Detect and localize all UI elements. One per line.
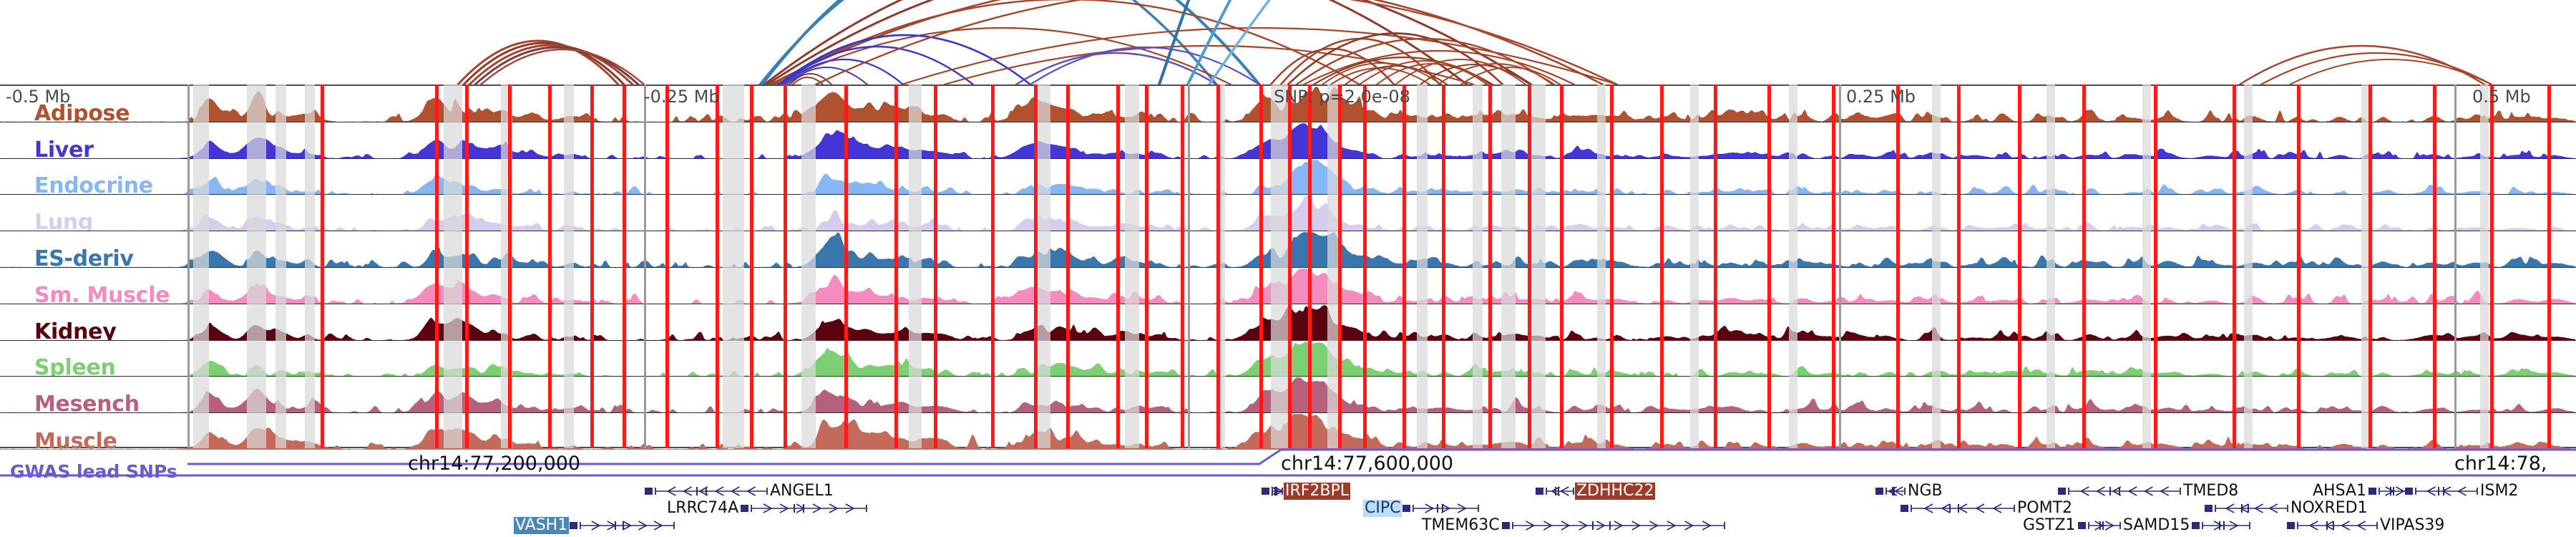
gene-model-ism2[interactable]: ISM2 — [2404, 483, 2519, 500]
gene-label: TMED8 — [2183, 482, 2239, 500]
genomic-coordinate-label: chr14:77,600,000 — [1281, 453, 1454, 475]
gwas-connector-line — [0, 448, 2576, 477]
axis-tick-label: 0.5 Mb — [2472, 87, 2531, 107]
track-signal-curve — [0, 413, 2576, 450]
signal-track-stack: Adipose Liver Endocrine Lung ES-deriv Sm. Mus… — [0, 84, 2576, 450]
track-signal-curve — [0, 195, 2576, 231]
track-label-es-deriv: ES-deriv — [34, 246, 134, 268]
signal-track-endocrine: Endocrine — [0, 159, 2576, 195]
gene-label: SAMD15 — [2123, 516, 2190, 534]
gene-model-lrrc74a[interactable]: LRRC74A — [665, 500, 868, 517]
track-label-spleen: Spleen — [34, 355, 116, 377]
axis-tick-label: 0.25 Mb — [1846, 87, 1916, 107]
track-label-adipose: Adipose — [34, 100, 130, 122]
gene-model-pomt2[interactable]: POMT2 — [1900, 500, 2074, 517]
track-label-endocrine: Endocrine — [34, 173, 153, 195]
gene-model-angel1[interactable]: ANGEL1 — [644, 483, 835, 500]
coordinate-ruler — [0, 448, 2576, 480]
gene-label: CIPC — [1363, 499, 1402, 517]
track-signal-curve — [0, 341, 2576, 377]
track-label-kidney: Kidney — [34, 319, 117, 341]
gene-label: NOXRED1 — [2290, 499, 2368, 517]
gene-label: LRRC74A — [667, 499, 739, 517]
signal-track-mesench: Mesench — [0, 377, 2576, 414]
gene-label: IRF2BPL — [1284, 482, 1351, 500]
signal-track-muscle: Muscle — [0, 413, 2576, 450]
axis-tick-label: -0.5 Mb — [6, 87, 71, 107]
gene-label: POMT2 — [2017, 499, 2072, 517]
gene-label: ANGEL1 — [770, 482, 834, 500]
track-signal-curve — [0, 304, 2576, 340]
track-signal-curve — [0, 268, 2576, 304]
genomic-coordinate-label: chr14:78, — [2454, 453, 2547, 475]
gene-annotation-panel: VASH1 ANGEL1 LRRC74A IRF2BPL CIPC TMEM63C ZDHH… — [0, 481, 2576, 537]
track-label-sm-muscle: Sm. Muscle — [34, 282, 170, 304]
gene-model-vash1[interactable]: VASH1 — [514, 517, 675, 534]
axis-tick-label: SNP: p=2.0e-08 — [1274, 87, 1410, 107]
signal-track-sm-muscle: Sm. Muscle — [0, 268, 2576, 304]
gene-label: VASH1 — [514, 516, 570, 534]
signal-track-es-deriv: ES-deriv — [0, 231, 2576, 268]
signal-track-lung: Lung — [0, 195, 2576, 232]
gene-model-zdhhc22[interactable]: ZDHHC22 — [1535, 482, 1656, 500]
gene-model-vipas39[interactable]: VIPAS39 — [2286, 517, 2446, 534]
track-signal-curve — [0, 122, 2576, 158]
gene-model-tmem63c[interactable]: TMEM63C — [1420, 517, 1726, 534]
gene-label: AHSA1 — [2313, 482, 2367, 500]
gene-label: VIPAS39 — [2380, 516, 2445, 534]
gene-model-ahsa1[interactable]: AHSA1 — [2311, 483, 2412, 500]
gene-model-samd15[interactable]: SAMD15 — [2122, 517, 2251, 534]
signal-track-kidney: Kidney — [0, 304, 2576, 341]
track-signal-curve — [0, 159, 2576, 195]
track-label-liver: Liver — [34, 137, 94, 159]
gene-label: TMEM63C — [1422, 516, 1500, 534]
interaction-arc-panel — [0, 0, 2576, 84]
gene-model-ngb[interactable]: NGB — [1875, 483, 1944, 500]
track-label-muscle: Muscle — [34, 428, 117, 450]
gene-label: ZDHHC22 — [1575, 482, 1656, 500]
signal-track-spleen: Spleen — [0, 341, 2576, 377]
gene-label: ISM2 — [2480, 482, 2519, 500]
genomic-coordinate-label: chr14:77,200,000 — [408, 453, 581, 475]
gene-label: NGB — [1908, 482, 1943, 500]
gene-model-irf2bpl[interactable]: IRF2BPL — [1261, 482, 1351, 500]
gwas-lead-snps-label: GWAS lead SNPs — [10, 461, 177, 482]
gene-model-noxred1[interactable]: NOXRED1 — [2204, 500, 2369, 517]
track-label-lung: Lung — [34, 210, 94, 232]
gene-label: GSTZ1 — [2023, 516, 2076, 534]
gene-model-gstz1[interactable]: GSTZ1 — [2021, 517, 2122, 534]
track-label-mesench: Mesench — [34, 392, 140, 414]
track-signal-curve — [0, 377, 2576, 413]
signal-track-liver: Liver — [0, 122, 2576, 159]
gene-model-cipc[interactable]: CIPC — [1363, 500, 1480, 517]
track-signal-curve — [0, 231, 2576, 267]
axis-tick-label: -0.25 Mb — [644, 87, 720, 107]
gene-model-tmed8[interactable]: TMED8 — [2057, 483, 2240, 500]
